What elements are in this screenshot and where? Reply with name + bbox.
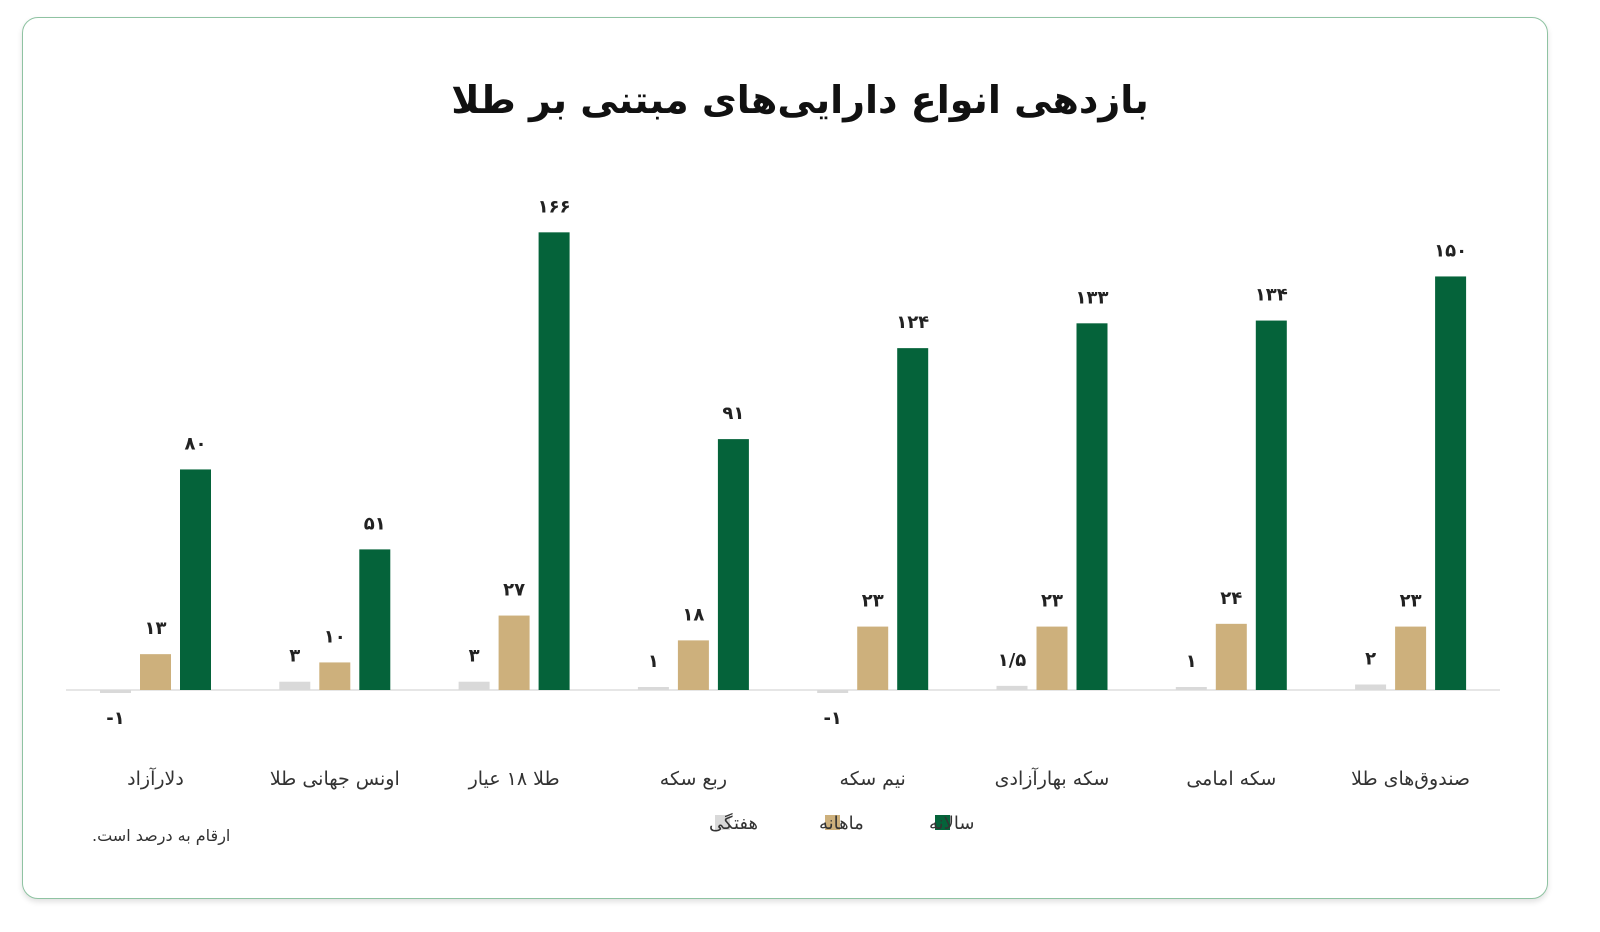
bar-1-1: [319, 662, 351, 690]
x-tick-label: دلارآزاد: [127, 766, 184, 790]
bar-2-6: [1255, 320, 1287, 690]
bar-0-1: [279, 681, 311, 690]
chart-card: [22, 17, 1548, 899]
bar-1-6: [1215, 623, 1247, 690]
bar-0-5: [996, 685, 1028, 690]
bar-2-7: [1435, 276, 1467, 690]
data-label: ۳: [289, 646, 300, 667]
x-tick-label: سکه امامی: [1186, 768, 1276, 790]
bar-0-0: [100, 690, 131, 693]
legend-swatch: [825, 815, 840, 830]
data-label: ۱: [1186, 651, 1197, 672]
data-label: ۹۱: [722, 403, 744, 424]
x-tick-label: صندوق‌های طلا: [1351, 768, 1470, 790]
bar-1-0: [140, 654, 171, 690]
bar-0-7: [1355, 684, 1387, 690]
bar-1-7: [1395, 626, 1427, 690]
footnote: ارقام به درصد است.: [92, 826, 231, 845]
legend-swatch: [715, 815, 730, 830]
x-tick-label: اونس جهانی طلا: [270, 768, 400, 790]
data-label: ۲۷: [503, 580, 525, 601]
x-tick-label: سکه بهارآزادی: [995, 766, 1110, 790]
data-label: ۸۰: [185, 433, 207, 454]
x-tick-label: طلا ۱۸ عیار: [468, 768, 560, 790]
bar-0-3: [637, 687, 669, 690]
data-label: ۱۶۶: [538, 196, 571, 217]
legend-swatch: [935, 815, 950, 830]
bar-1-2: [498, 615, 530, 690]
data-label: ۲۳: [862, 591, 884, 612]
bar-2-2: [538, 232, 570, 690]
bar-2-5: [1076, 323, 1108, 690]
data-label: ۲۳: [1400, 591, 1422, 612]
data-label: ۲۴: [1220, 588, 1242, 609]
bar-2-0: [180, 469, 211, 690]
legend-label: ماهانه: [819, 813, 864, 834]
data-label: -۱: [106, 708, 124, 729]
bar-2-3: [717, 439, 749, 690]
bar-1-5: [1036, 626, 1068, 690]
data-label: ۱/۵: [998, 650, 1027, 671]
data-label: ۳: [469, 646, 480, 667]
data-label: ۵۱: [364, 513, 386, 534]
data-label: ۱۳۴: [1255, 285, 1288, 306]
data-label: -۱: [823, 708, 841, 729]
bar-1-3: [677, 640, 709, 690]
data-label: ۱۸: [682, 604, 704, 625]
data-label: ۱۳: [145, 618, 167, 639]
chart-title: بازدهی انواع دارایی‌های مبتنی بر طلا: [451, 78, 1149, 122]
legend-label: سالانه: [929, 813, 975, 834]
x-tick-label: نیم سکه: [840, 768, 906, 790]
bar-1-4: [857, 626, 889, 690]
x-tick-label: ربع سکه: [660, 768, 727, 790]
data-label: ۱۳۳: [1076, 287, 1109, 308]
data-label: ۱۰: [324, 626, 346, 647]
data-label: ۱: [648, 651, 659, 672]
bar-0-2: [458, 681, 490, 690]
bar-0-6: [1175, 687, 1207, 690]
data-label: ۲: [1365, 648, 1376, 669]
legend-label: هفتگی: [709, 812, 758, 834]
data-label: ۲۳: [1041, 591, 1063, 612]
bar-2-1: [359, 549, 391, 690]
bar-0-4: [817, 690, 849, 693]
data-label: ۱۵۰: [1434, 240, 1467, 261]
data-label: ۱۲۴: [896, 312, 929, 333]
bar-2-4: [897, 348, 929, 690]
